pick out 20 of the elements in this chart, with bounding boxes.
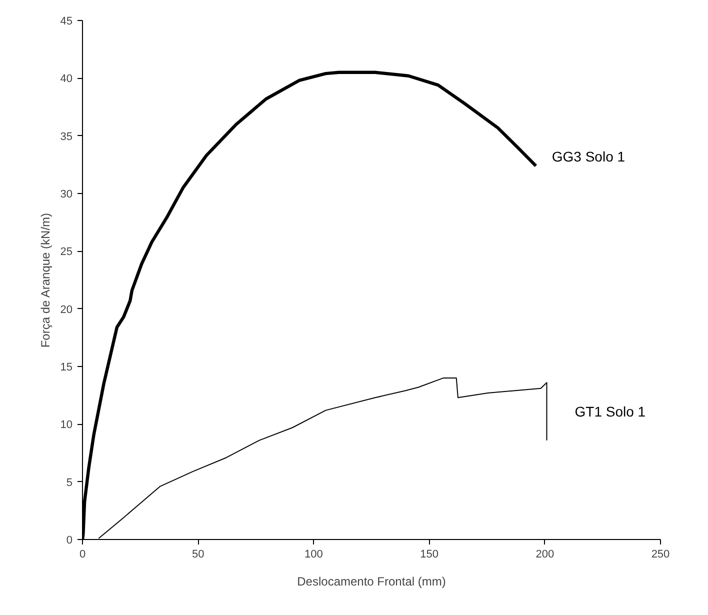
y-tick-label: 30 xyxy=(60,188,73,200)
y-tick-label: 40 xyxy=(60,73,73,86)
series-label: GT1 Solo 1 xyxy=(574,403,646,420)
y-tick-label: 0 xyxy=(66,534,73,546)
x-tick-label: 250 xyxy=(651,548,670,560)
y-tick-label: 35 xyxy=(60,130,73,143)
y-tick-label: 5 xyxy=(66,476,73,489)
x-tick-label: 50 xyxy=(192,548,204,560)
x-tick-label: 150 xyxy=(420,548,438,560)
series-label: GG3 Solo 1 xyxy=(552,148,626,165)
x-tick-label: 200 xyxy=(536,548,554,560)
y-tick-label: 10 xyxy=(60,419,73,432)
y-tick-label: 45 xyxy=(60,16,73,28)
x-axis-title: Deslocamento Frontal (mm) xyxy=(297,574,446,588)
x-tick-label: 0 xyxy=(79,548,86,560)
y-axis-title: Força de Aranque (kN/m) xyxy=(38,212,52,348)
y-tick-label: 25 xyxy=(60,246,73,258)
x-tick-label: 100 xyxy=(304,548,323,560)
y-tick-label: 20 xyxy=(60,304,73,316)
y-tick-label: 15 xyxy=(60,362,73,374)
